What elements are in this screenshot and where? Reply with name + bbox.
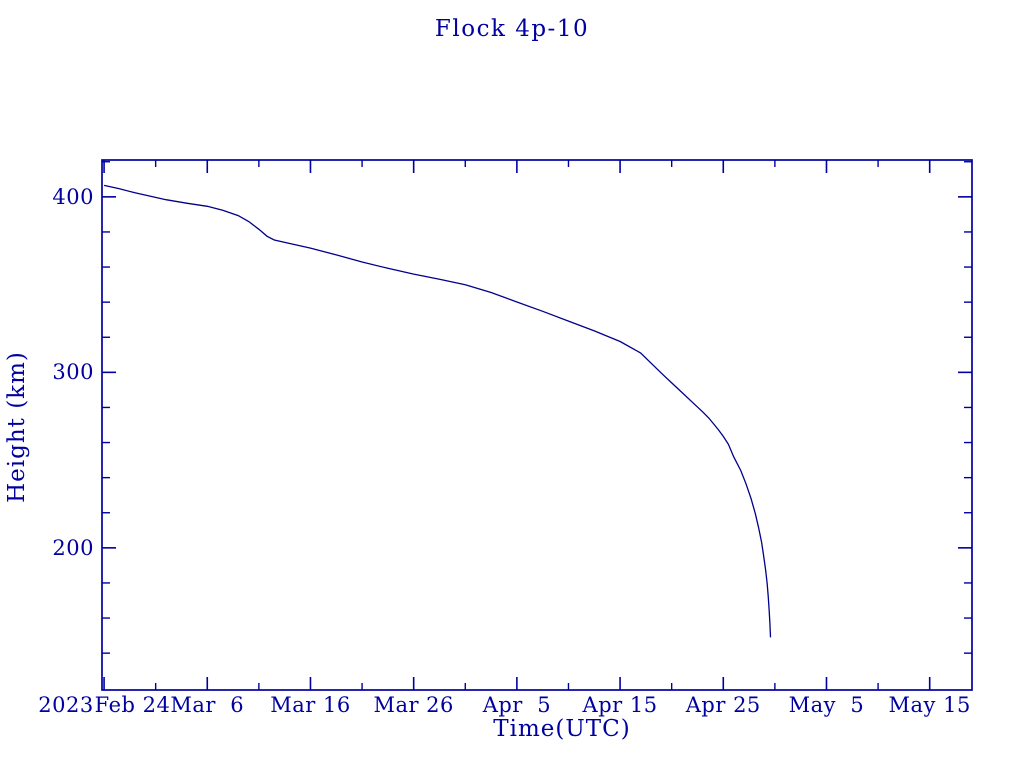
x-tick-label: Apr 15 [582,693,658,717]
x-tick-label: Mar 16 [270,693,351,717]
x-tick-label: Apr 5 [482,693,552,717]
x-axis-title: Time(UTC) [493,716,631,742]
y-axis-title: Height (km) [4,351,30,503]
x-tick-label: Mar 6 [170,693,245,717]
x-tick-label: Feb 24 [94,693,171,717]
y-tick-label: 300 [52,360,94,385]
x-tick-label: May 15 [888,693,971,717]
x-tick-label: Apr 25 [685,693,761,717]
y-tick-label: 200 [52,535,94,560]
plot-border [101,159,973,691]
x-tick-label: May 5 [788,693,865,717]
x-tick-label: Mar 26 [373,693,454,717]
page-title: Flock 4p-10 [434,16,590,42]
x-axis-year-label: 2023 [38,693,94,717]
height-curve [103,184,772,638]
y-tick-label: 400 [52,184,94,209]
